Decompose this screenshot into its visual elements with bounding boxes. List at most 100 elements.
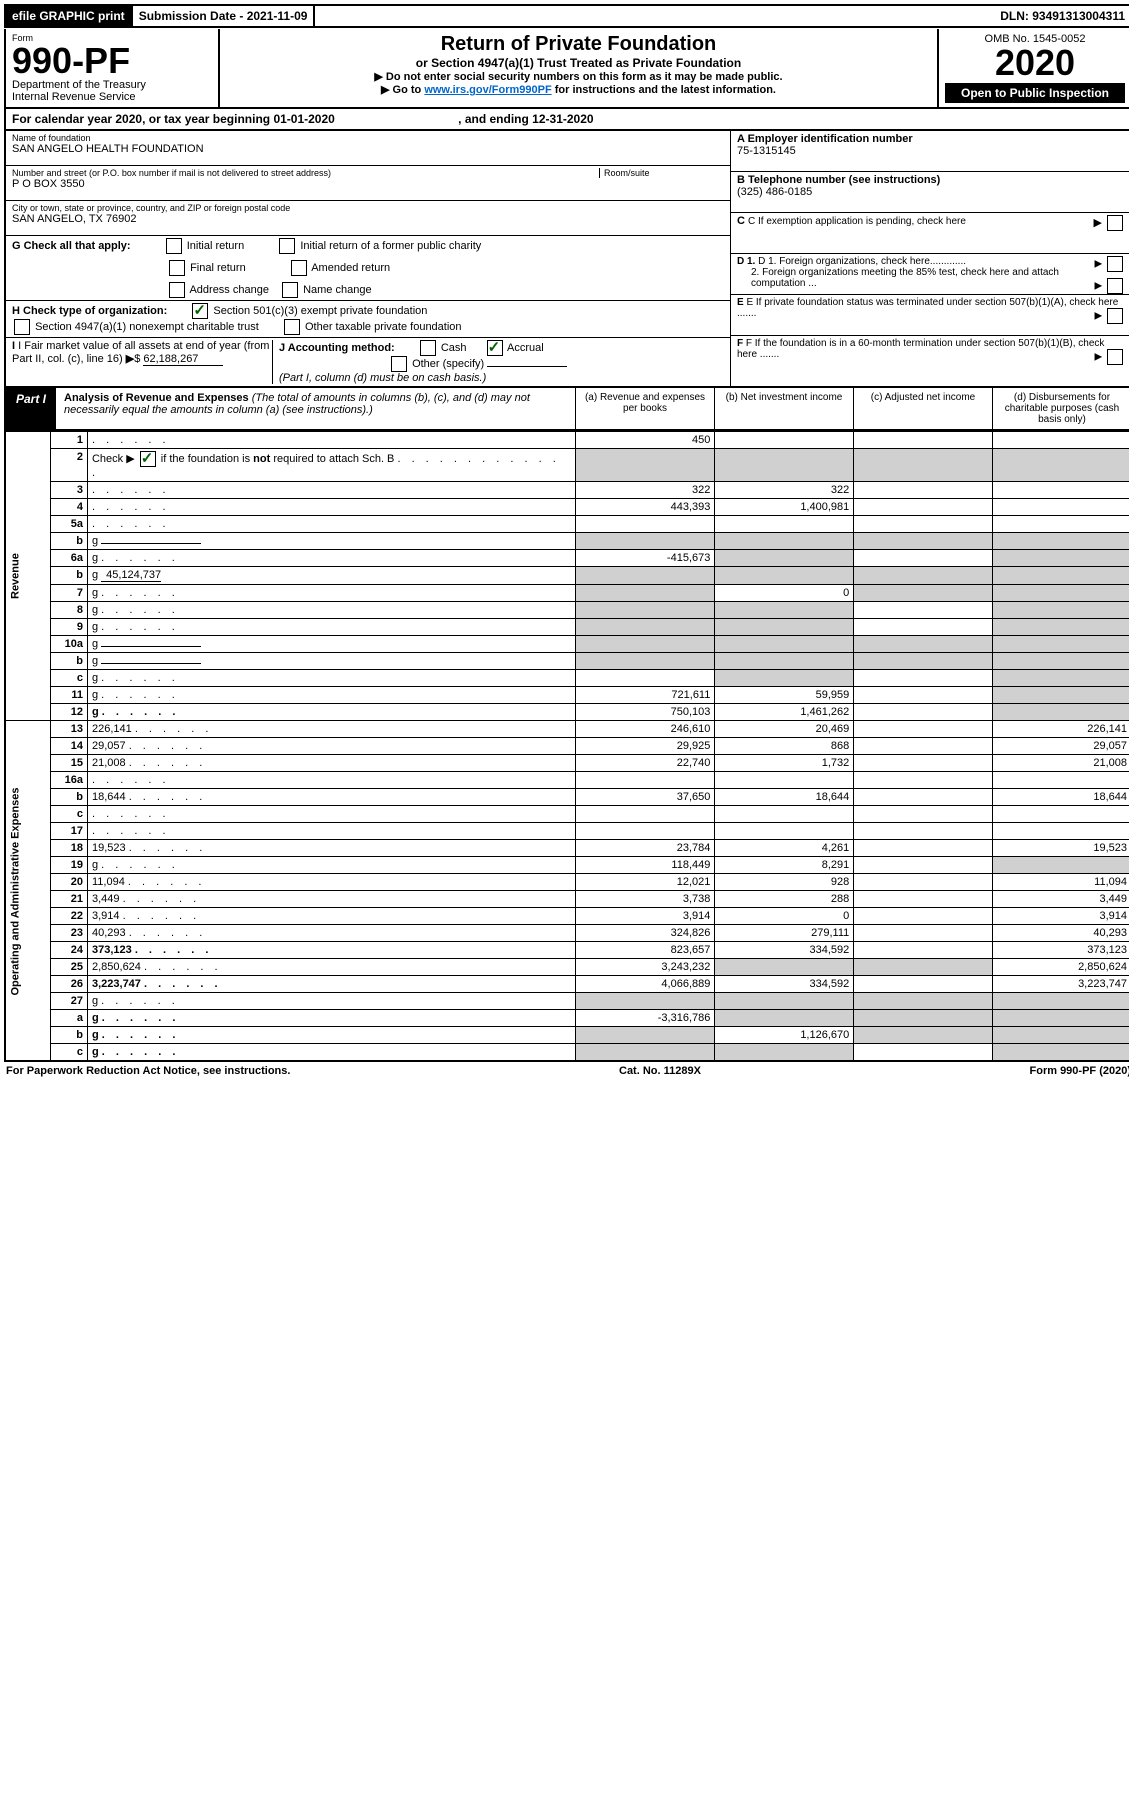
row-description: g . . . . . . (87, 550, 575, 567)
irs-label: Internal Revenue Service (12, 91, 212, 103)
dept-label: Department of the Treasury (12, 79, 212, 91)
d1-checkbox[interactable] (1107, 256, 1123, 272)
cell-d (993, 993, 1129, 1010)
cell-d: 29,057 (993, 738, 1129, 755)
cash-checkbox[interactable] (420, 340, 436, 356)
opt-4947: Section 4947(a)(1) nonexempt charitable … (35, 321, 259, 333)
cell-b: 18,644 (715, 789, 854, 806)
cell-b: 1,461,262 (715, 704, 854, 721)
row-description: 18,644 . . . . . . (87, 789, 575, 806)
cell-b: 59,959 (715, 687, 854, 704)
form-link[interactable]: www.irs.gov/Form990PF (424, 84, 551, 96)
cell-a: 322 (576, 482, 715, 499)
opt-cash: Cash (441, 342, 467, 354)
c-label: C If exemption application is pending, c… (748, 216, 966, 227)
form-number: 990-PF (12, 43, 212, 79)
other-method-checkbox[interactable] (391, 356, 407, 372)
table-row: 223,914 . . . . . .3,91403,914 (5, 908, 1129, 925)
cell-a (576, 653, 715, 670)
cell-b (715, 959, 854, 976)
cell-a: 12,021 (576, 874, 715, 891)
f-checkbox[interactable] (1107, 349, 1123, 365)
cell-c (854, 925, 993, 942)
other-taxable-checkbox[interactable] (284, 319, 300, 335)
501c3-checkbox[interactable] (192, 303, 208, 319)
cell-d (993, 432, 1129, 449)
cell-c (854, 1027, 993, 1044)
cell-d (993, 1010, 1129, 1027)
cell-a (576, 993, 715, 1010)
initial-former-checkbox[interactable] (279, 238, 295, 254)
table-row: 19g . . . . . .118,4498,291 (5, 857, 1129, 874)
cell-c (854, 806, 993, 823)
row-number: b (51, 533, 88, 550)
cell-c (854, 891, 993, 908)
row-number: 10a (51, 636, 88, 653)
form-header: Form 990-PF Department of the Treasury I… (4, 29, 1129, 109)
col-c-header: (c) Adjusted net income (853, 388, 992, 429)
e-checkbox[interactable] (1107, 308, 1123, 324)
cell-a: 823,657 (576, 942, 715, 959)
city-state-zip: SAN ANGELO, TX 76902 (12, 213, 724, 225)
row-description: 3,223,747 . . . . . . (87, 976, 575, 993)
entity-info: Name of foundation SAN ANGELO HEALTH FOU… (4, 131, 1129, 388)
row-description: 21,008 . . . . . . (87, 755, 575, 772)
cell-a (576, 823, 715, 840)
address-change-checkbox[interactable] (169, 282, 185, 298)
row-description: 19,523 . . . . . . (87, 840, 575, 857)
table-row: c . . . . . . (5, 806, 1129, 823)
opt-namechange: Name change (303, 284, 372, 296)
tax-year: 2020 (945, 45, 1125, 81)
form-subtitle: or Section 4947(a)(1) Trust Treated as P… (226, 56, 931, 70)
table-row: 3 . . . . . .322322 (5, 482, 1129, 499)
row-number: 11 (51, 687, 88, 704)
cell-d (993, 619, 1129, 636)
4947-checkbox[interactable] (14, 319, 30, 335)
cell-d (993, 687, 1129, 704)
cell-d (993, 653, 1129, 670)
row-number: b (51, 789, 88, 806)
cell-b (715, 670, 854, 687)
table-row: 17 . . . . . . (5, 823, 1129, 840)
fmv-value: 62,188,267 (143, 353, 223, 366)
open-public-badge: Open to Public Inspection (945, 83, 1125, 103)
row-description: g (87, 533, 575, 550)
cell-c (854, 857, 993, 874)
row-description: g . . . . . . (87, 1044, 575, 1062)
cell-a (576, 602, 715, 619)
d2-checkbox[interactable] (1107, 278, 1123, 294)
cell-a (576, 670, 715, 687)
table-row: 8g . . . . . . (5, 602, 1129, 619)
row-description: 2,850,624 . . . . . . (87, 959, 575, 976)
cell-a (576, 567, 715, 585)
row-description: g . . . . . . (87, 670, 575, 687)
cell-c (854, 636, 993, 653)
cell-b: 8,291 (715, 857, 854, 874)
accrual-checkbox[interactable] (487, 340, 503, 356)
c-checkbox[interactable] (1107, 215, 1123, 231)
row-number: 8 (51, 602, 88, 619)
amended-checkbox[interactable] (291, 260, 307, 276)
row-description: g . . . . . . (87, 993, 575, 1010)
final-return-checkbox[interactable] (169, 260, 185, 276)
cell-a: 4,066,889 (576, 976, 715, 993)
cell-d (993, 567, 1129, 585)
cell-a: 23,784 (576, 840, 715, 857)
initial-return-checkbox[interactable] (166, 238, 182, 254)
phone-label: B Telephone number (see instructions) (737, 174, 1125, 186)
cell-a (576, 516, 715, 533)
name-change-checkbox[interactable] (282, 282, 298, 298)
row-number: 27 (51, 993, 88, 1010)
cell-b (715, 432, 854, 449)
part1-title: Analysis of Revenue and Expenses (64, 392, 249, 404)
cell-c (854, 755, 993, 772)
instruction-2: ▶ Go to www.irs.gov/Form990PF for instru… (226, 83, 931, 96)
address-label: Number and street (or P.O. box number if… (12, 168, 599, 178)
table-row: 1521,008 . . . . . .22,7401,73221,008 (5, 755, 1129, 772)
row-number: 6a (51, 550, 88, 567)
room-label: Room/suite (604, 168, 724, 178)
row-number: 14 (51, 738, 88, 755)
cell-c (854, 619, 993, 636)
table-row: bg (5, 653, 1129, 670)
cell-d (993, 806, 1129, 823)
